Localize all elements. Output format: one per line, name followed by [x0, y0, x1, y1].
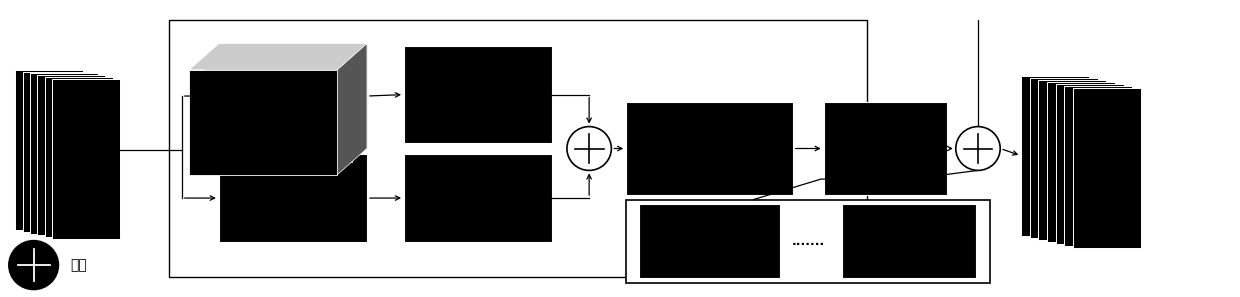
Bar	[15, 70, 83, 230]
Ellipse shape	[567, 127, 611, 170]
Bar	[1047, 82, 1115, 242]
Bar	[218, 44, 367, 148]
Bar	[218, 154, 367, 242]
Bar	[1055, 84, 1123, 244]
Bar	[1030, 78, 1097, 238]
Bar	[404, 154, 552, 242]
Bar	[823, 102, 947, 195]
Ellipse shape	[956, 127, 1001, 170]
Bar	[30, 73, 98, 234]
Bar	[190, 70, 337, 175]
Bar	[37, 75, 105, 235]
Polygon shape	[337, 44, 367, 175]
Bar	[22, 72, 91, 232]
Bar	[170, 20, 867, 277]
Bar	[1073, 88, 1141, 248]
Bar	[842, 204, 976, 278]
Bar	[1038, 80, 1106, 240]
Bar	[639, 204, 780, 278]
Bar	[626, 102, 792, 195]
Bar	[52, 78, 120, 239]
Text: 融合: 融合	[71, 258, 88, 272]
Bar	[1064, 86, 1132, 246]
Bar	[404, 47, 552, 143]
Bar	[1022, 76, 1089, 236]
Text: .......: .......	[791, 235, 825, 247]
Bar	[45, 77, 113, 237]
Ellipse shape	[9, 241, 58, 289]
Polygon shape	[190, 44, 367, 70]
Bar	[626, 200, 991, 282]
Bar	[205, 57, 352, 162]
